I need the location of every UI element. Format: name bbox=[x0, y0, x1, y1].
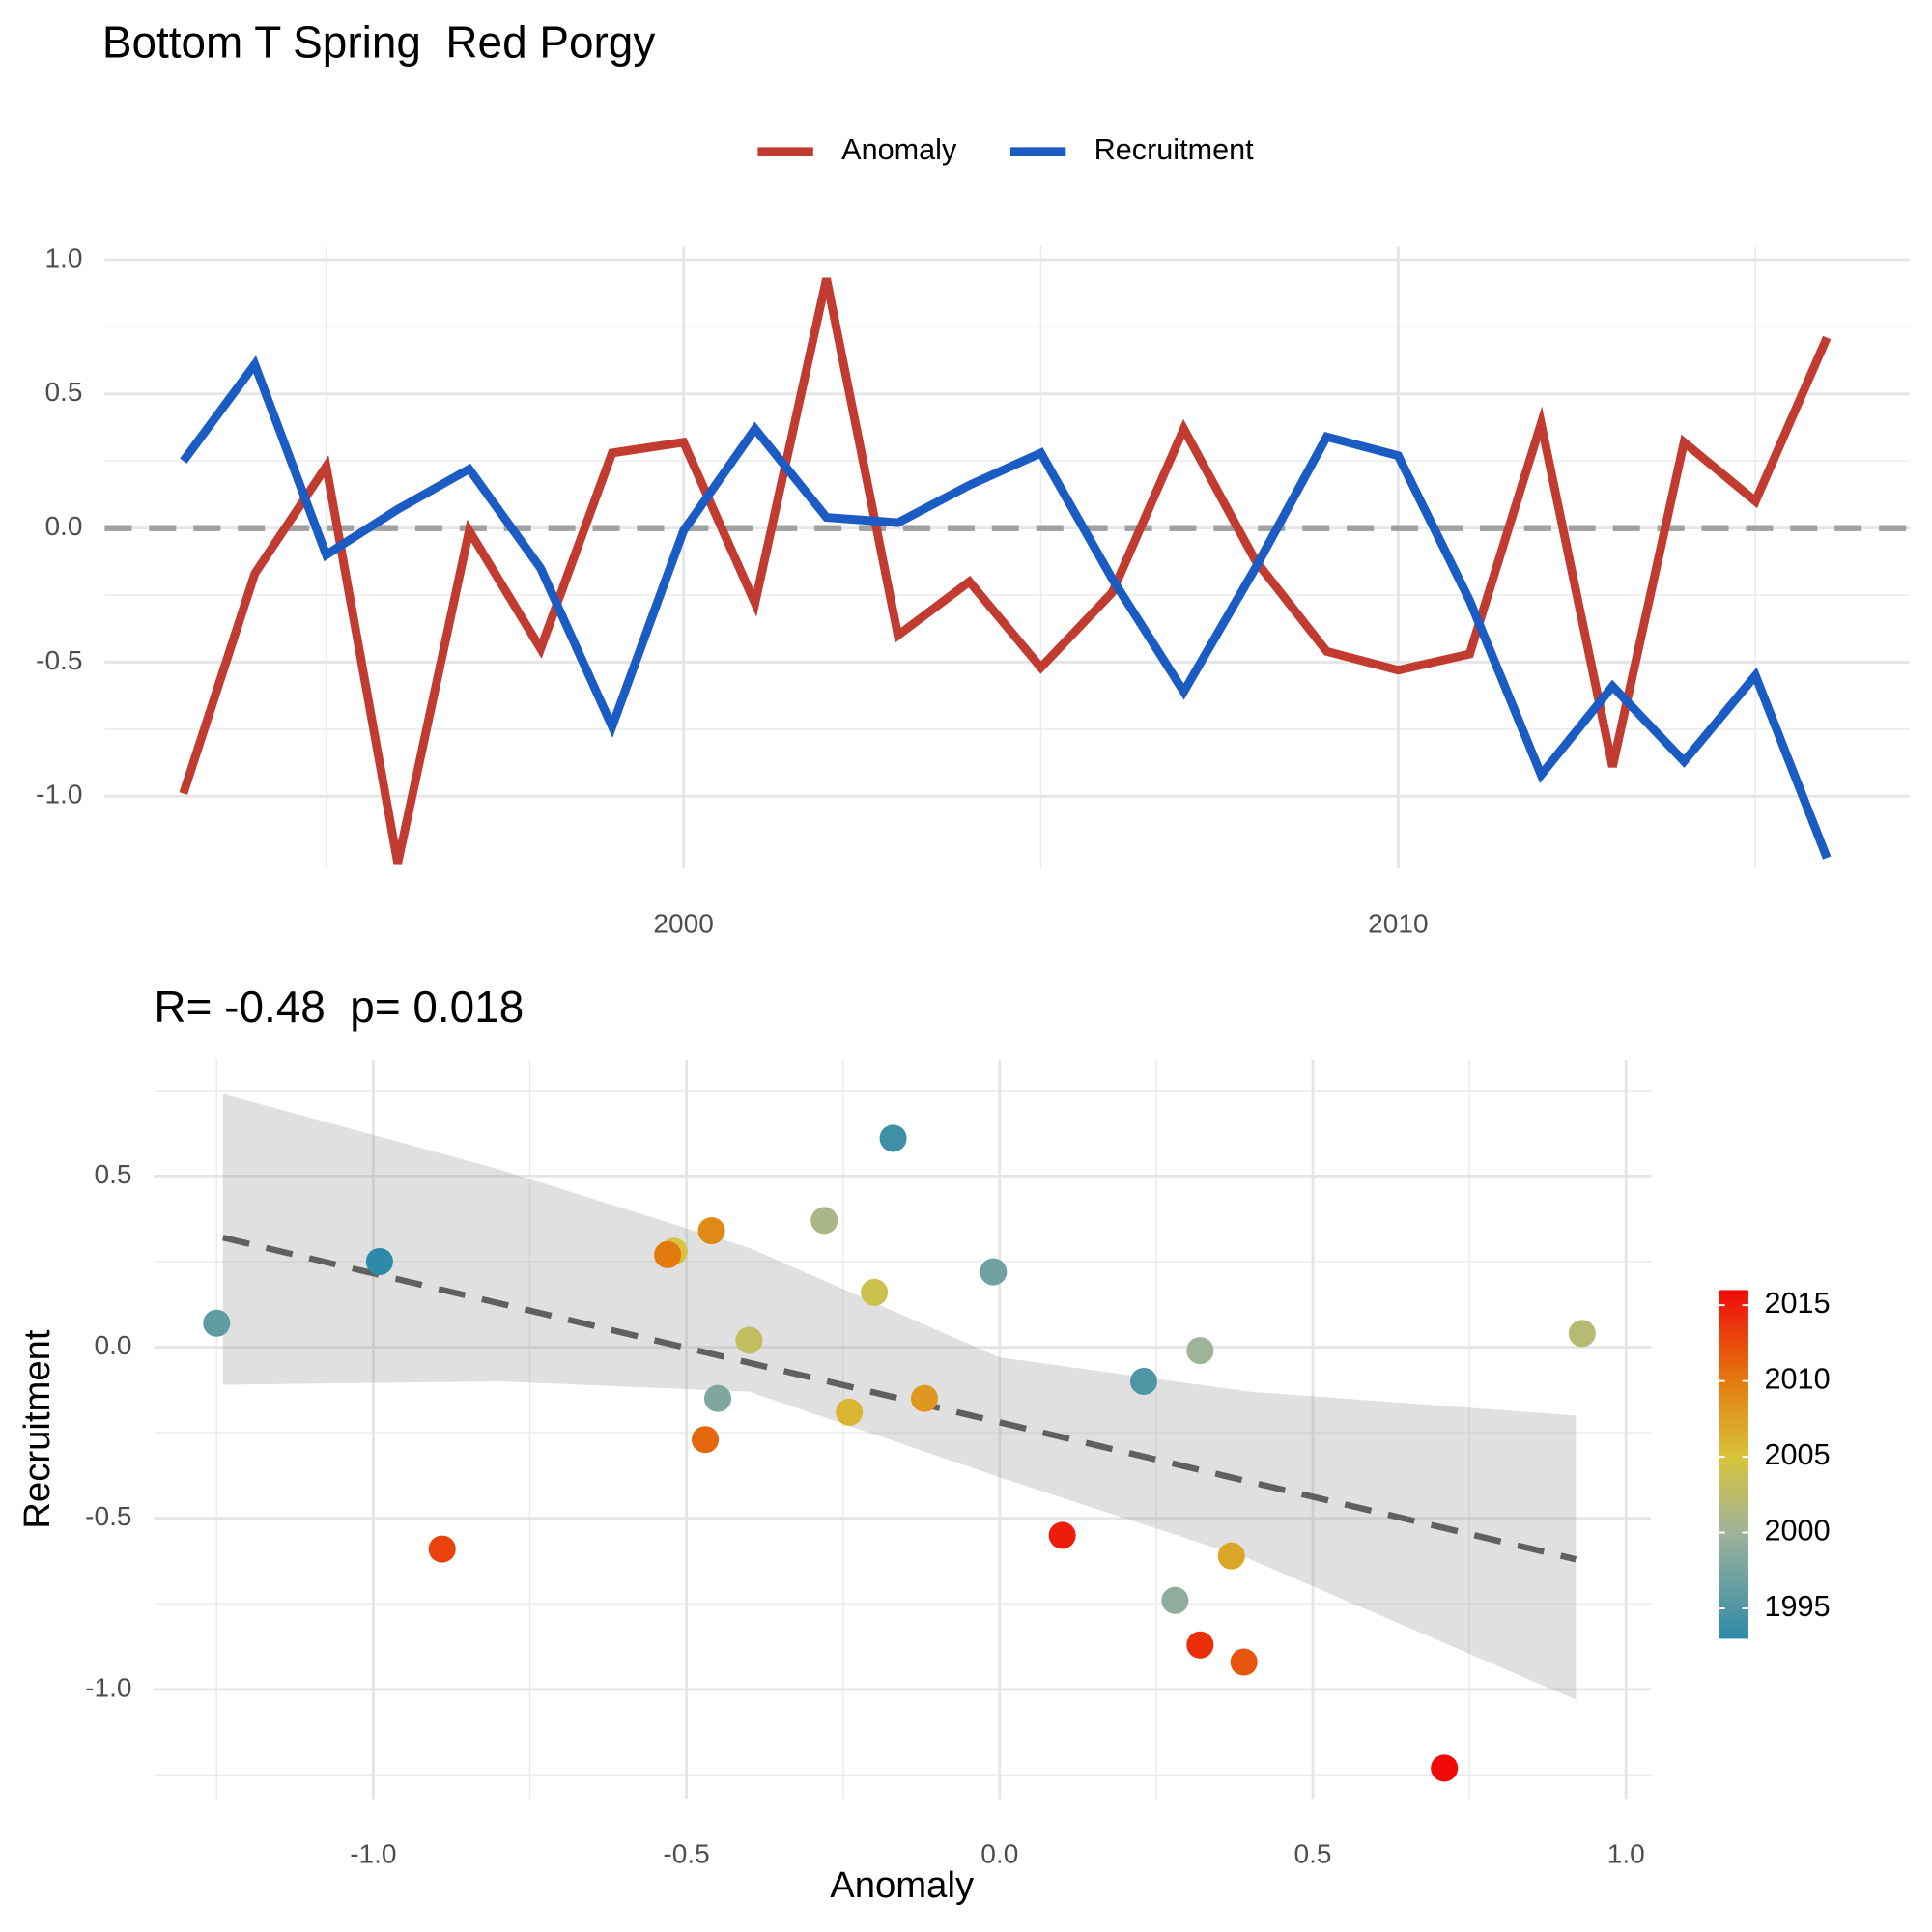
scatter-point bbox=[861, 1278, 889, 1306]
colorbar-label: 2005 bbox=[1765, 1438, 1831, 1471]
scatter-point bbox=[836, 1398, 864, 1426]
colorbar bbox=[1719, 1290, 1748, 1639]
confidence-band bbox=[222, 1094, 1577, 1700]
legend-label: Anomaly bbox=[841, 133, 957, 166]
x-tick-label: 2010 bbox=[1368, 908, 1428, 938]
colorbar-label: 1995 bbox=[1765, 1590, 1831, 1623]
y-tick-label: 0.5 bbox=[44, 377, 82, 407]
scatter-point bbox=[1186, 1337, 1214, 1365]
scatter-point bbox=[1431, 1754, 1459, 1782]
y-tick-label: 0.5 bbox=[94, 1159, 131, 1189]
x-tick-label: 0.0 bbox=[980, 1838, 1018, 1868]
scatter-point bbox=[1048, 1521, 1076, 1549]
line-series bbox=[180, 355, 1832, 860]
x-tick-label: 0.5 bbox=[1294, 1838, 1332, 1868]
line-series bbox=[179, 277, 1832, 865]
x-axis-title: Anomaly bbox=[830, 1864, 975, 1906]
scatter-point bbox=[810, 1207, 838, 1235]
scatter-point bbox=[692, 1426, 720, 1454]
y-tick-label: 1.0 bbox=[44, 242, 82, 272]
colorbar-label: 2015 bbox=[1765, 1287, 1831, 1320]
y-tick-label: -1.0 bbox=[85, 1672, 131, 1702]
scatter-point bbox=[735, 1326, 763, 1354]
scatter-point bbox=[1217, 1542, 1245, 1570]
x-tick-label: 2000 bbox=[653, 908, 713, 938]
scatter-point bbox=[910, 1384, 939, 1412]
fit-line bbox=[222, 1235, 1577, 1563]
scatter-point bbox=[365, 1247, 393, 1276]
scatter-point bbox=[654, 1240, 682, 1268]
x-tick-label: 1.0 bbox=[1607, 1838, 1645, 1868]
scatter-point bbox=[697, 1217, 725, 1245]
y-tick-label: -0.5 bbox=[85, 1501, 131, 1531]
scatter-point bbox=[1129, 1367, 1157, 1396]
y-tick-label: -0.5 bbox=[36, 645, 82, 675]
scatter-point bbox=[203, 1309, 231, 1337]
y-tick-label: -1.0 bbox=[36, 780, 82, 810]
scatter-point bbox=[428, 1535, 456, 1563]
scatter-point bbox=[1161, 1586, 1189, 1614]
scatter-point bbox=[703, 1384, 732, 1412]
legend-label: Recruitment bbox=[1094, 133, 1254, 166]
colorbar-label: 2000 bbox=[1765, 1515, 1831, 1548]
x-tick-label: -0.5 bbox=[663, 1838, 709, 1868]
scatter-point bbox=[980, 1258, 1008, 1286]
scatter-point bbox=[1230, 1648, 1258, 1676]
y-tick-label: 0.0 bbox=[44, 511, 82, 541]
colorbar-label: 2010 bbox=[1765, 1363, 1831, 1396]
x-tick-label: -1.0 bbox=[350, 1838, 396, 1868]
scatter-point bbox=[879, 1124, 907, 1152]
y-axis-title: Recruitment bbox=[16, 1329, 58, 1529]
chart-title: Bottom T Spring Red Porgy bbox=[102, 16, 655, 67]
scatter-point bbox=[1186, 1631, 1214, 1659]
y-tick-label: 0.0 bbox=[94, 1330, 131, 1360]
scatter-point bbox=[1568, 1320, 1596, 1348]
scatter-title: R= -0.48 p= 0.018 bbox=[154, 981, 524, 1032]
